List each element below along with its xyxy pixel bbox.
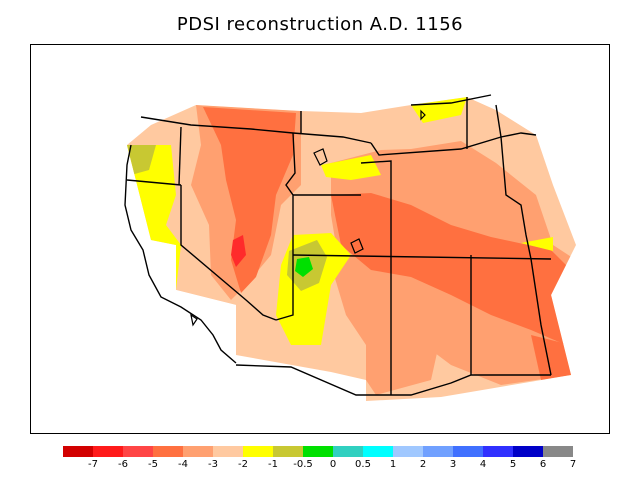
legend-tick-label: 6: [539, 459, 547, 470]
legend-tick-label: -6: [118, 459, 128, 470]
pdsi-map: [91, 93, 576, 401]
pdsi-zone-severe-southeast: [531, 335, 571, 380]
political-borders: [124, 94, 552, 396]
legend-tick-label: 4: [479, 459, 487, 470]
legend-tick-label: 2: [419, 459, 427, 470]
color-legend: [63, 446, 573, 457]
legend-swatch: [303, 446, 333, 457]
pdsi-zone-moderate-south: [331, 255, 441, 395]
legend-swatch: [543, 446, 573, 457]
legend-swatch: [153, 446, 183, 457]
pdsi-zone-severe-north: [203, 107, 296, 293]
map-title: PDSI reconstruction A.D. 1156: [176, 14, 464, 35]
legend-tick-label: 0.5: [355, 459, 371, 470]
legend-swatch: [453, 446, 483, 457]
legend-swatch: [363, 446, 393, 457]
legend-tick-label: 7: [569, 459, 577, 470]
pdsi-zone-normal-center: [295, 257, 313, 277]
legend-tick-label: -5: [148, 459, 158, 470]
pdsi-zone-near-normal-north: [321, 155, 381, 180]
legend-swatch: [513, 446, 543, 457]
legend-swatch: [243, 446, 273, 457]
pdsi-zone-extreme-core: [231, 235, 246, 267]
legend-swatch: [393, 446, 423, 457]
pdsi-zone-incipient-dry-nw: [127, 145, 156, 175]
legend-tick-label: -1: [268, 459, 278, 470]
map-panel: [30, 44, 610, 434]
legend-swatch: [93, 446, 123, 457]
legend-swatch: [63, 446, 93, 457]
legend-tick-label: 5: [509, 459, 517, 470]
legend-swatch: [123, 446, 153, 457]
legend-swatch: [483, 446, 513, 457]
legend-tick-label: -7: [88, 459, 98, 470]
legend-tick-label: 0: [329, 459, 337, 470]
legend-swatch: [423, 446, 453, 457]
pdsi-zone-near-normal-east-edge: [521, 237, 553, 251]
pdsi-zone-near-normal-northeast: [411, 97, 467, 123]
legend-tick-label: 3: [449, 459, 457, 470]
legend-tick-label: -0.5: [293, 459, 313, 470]
legend-tick-label: -2: [238, 459, 248, 470]
legend-swatch: [183, 446, 213, 457]
legend-swatch: [273, 446, 303, 457]
legend-swatch: [213, 446, 243, 457]
legend-tick-label: 1: [389, 459, 397, 470]
legend-tick-label: -3: [208, 459, 218, 470]
legend-swatch: [333, 446, 363, 457]
lakes: [190, 109, 426, 327]
legend-tick-label: -4: [178, 459, 188, 470]
